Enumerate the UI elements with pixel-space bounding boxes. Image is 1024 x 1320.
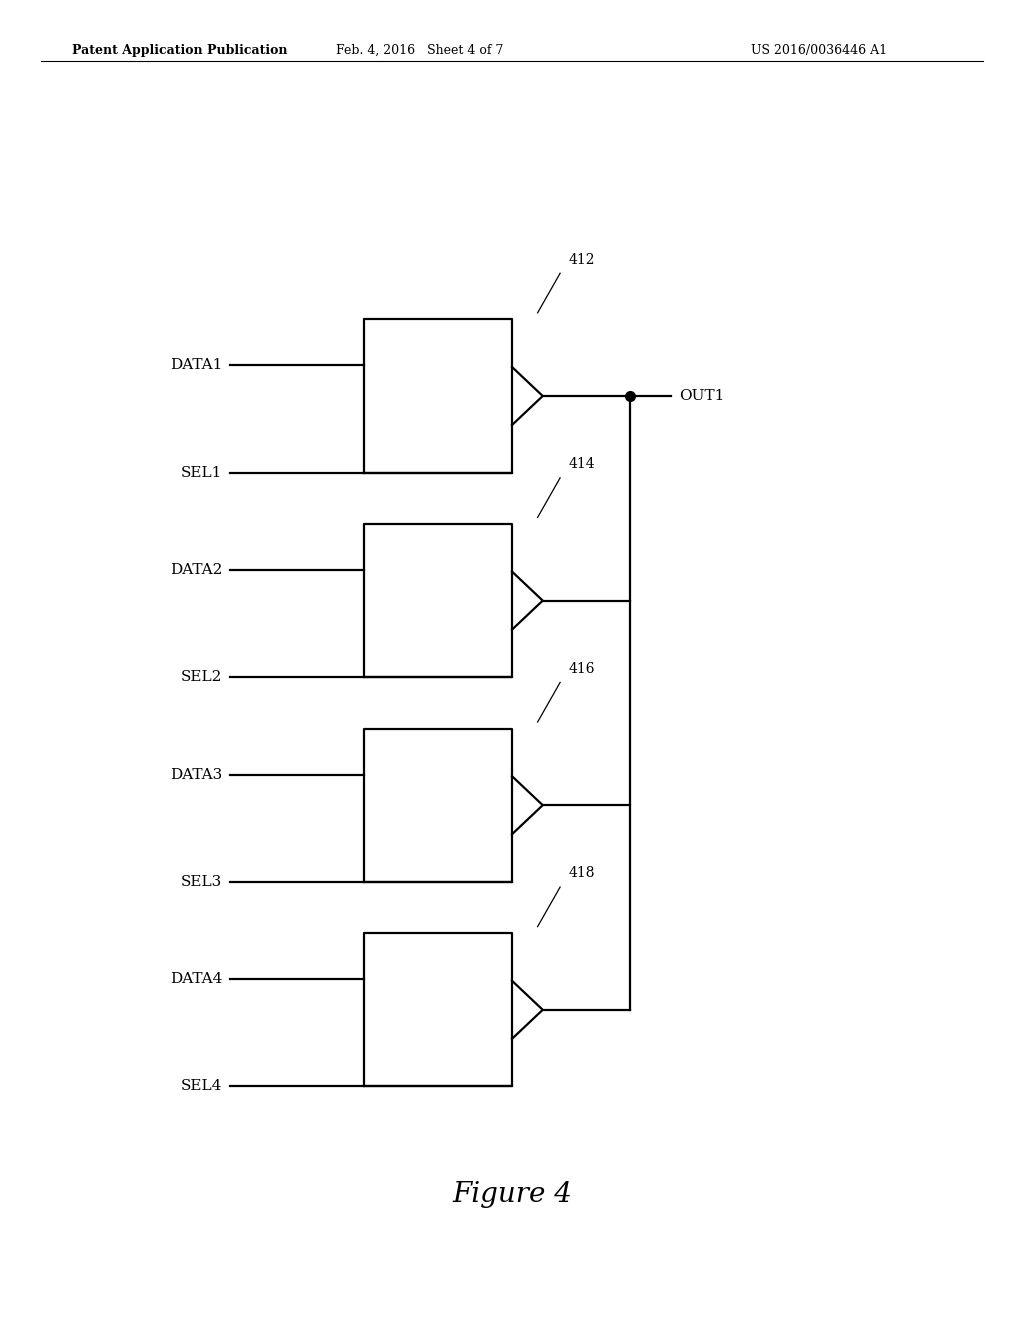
Text: DATA4: DATA4: [170, 972, 222, 986]
Text: Feb. 4, 2016   Sheet 4 of 7: Feb. 4, 2016 Sheet 4 of 7: [336, 44, 504, 57]
Text: DATA3: DATA3: [170, 767, 222, 781]
Text: SEL2: SEL2: [181, 671, 222, 684]
Text: Patent Application Publication: Patent Application Publication: [72, 44, 287, 57]
Text: Figure 4: Figure 4: [452, 1181, 572, 1208]
Text: SEL3: SEL3: [181, 875, 222, 888]
Text: SEL4: SEL4: [181, 1080, 222, 1093]
Text: 414: 414: [568, 457, 595, 471]
Text: 412: 412: [568, 252, 595, 267]
Text: OUT1: OUT1: [679, 389, 724, 403]
Text: SEL1: SEL1: [181, 466, 222, 479]
Text: DATA2: DATA2: [170, 562, 222, 577]
Text: 418: 418: [568, 866, 595, 880]
Text: US 2016/0036446 A1: US 2016/0036446 A1: [752, 44, 887, 57]
Text: DATA1: DATA1: [170, 358, 222, 372]
Text: 416: 416: [568, 661, 595, 676]
